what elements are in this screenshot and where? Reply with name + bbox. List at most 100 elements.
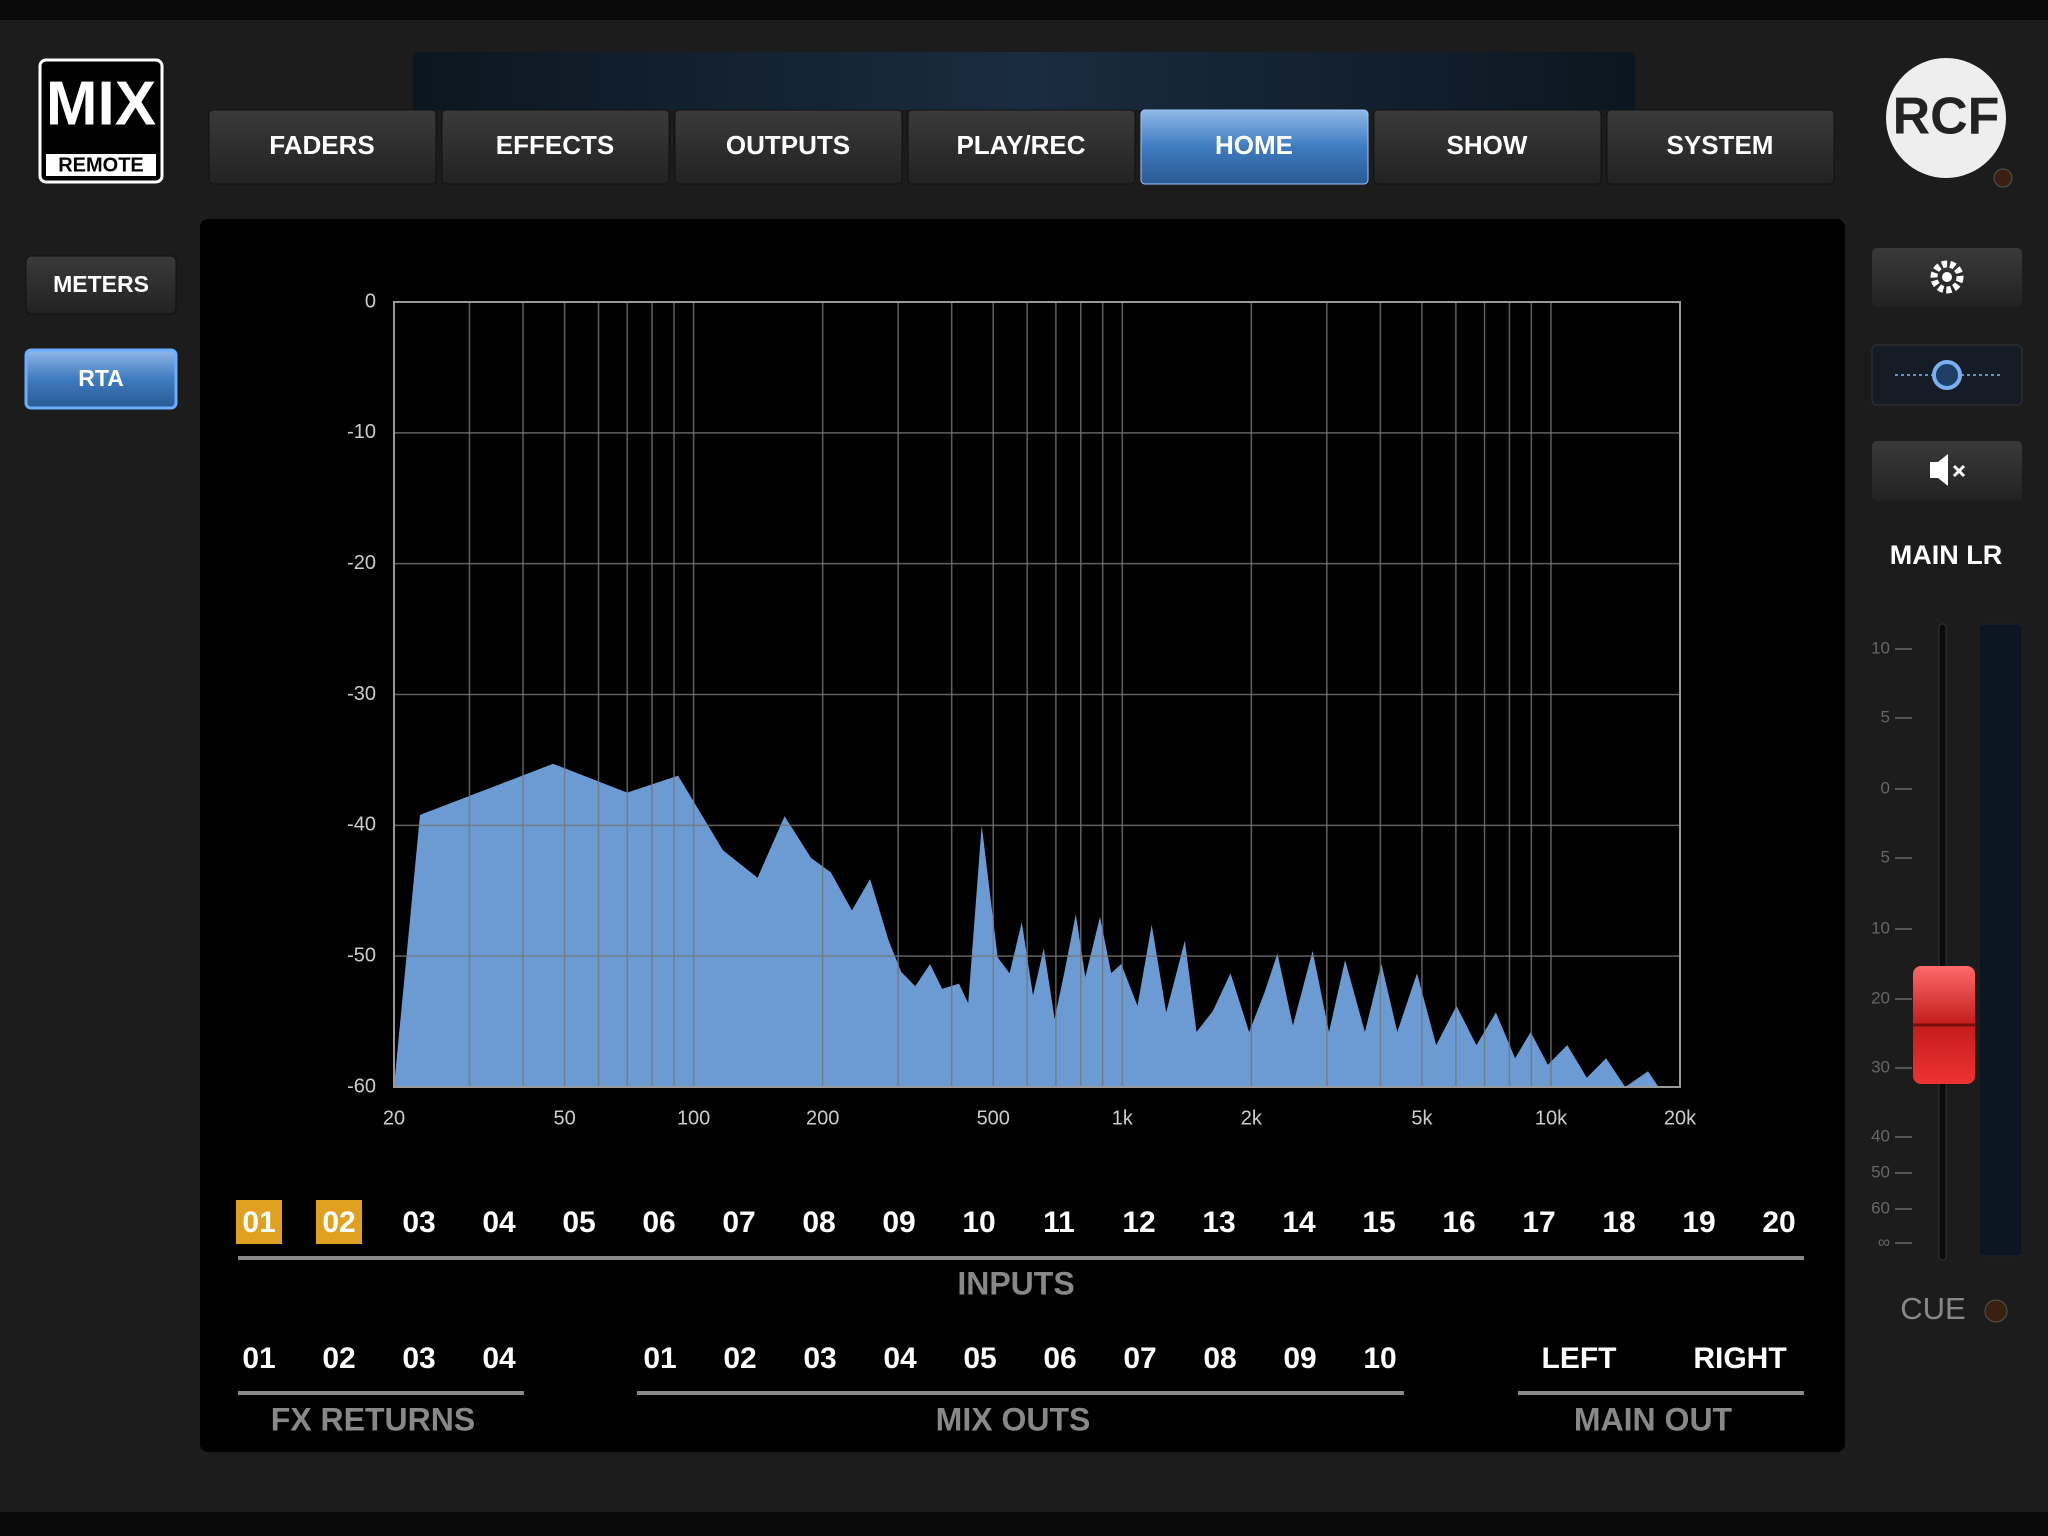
channel-button[interactable]: 06	[642, 1206, 675, 1239]
channel-button[interactable]: 12	[1122, 1206, 1155, 1239]
fader-scale-label: ∞	[1878, 1232, 1890, 1251]
tab-label: FADERS	[269, 130, 374, 160]
x-tick-label: 10k	[1535, 1107, 1568, 1129]
channel-button[interactable]: 04	[482, 1206, 516, 1239]
side-label: METERS	[53, 271, 149, 297]
channel-button[interactable]: 08	[1203, 1342, 1236, 1375]
channel-button[interactable]: 01	[242, 1342, 275, 1375]
channel-button[interactable]: 03	[402, 1342, 435, 1375]
fader-track	[1938, 623, 1947, 1261]
y-tick-label: -20	[347, 552, 376, 574]
y-tick-label: -50	[347, 944, 376, 966]
channel-button[interactable]: 02	[322, 1342, 355, 1375]
fader-scale-label: 10	[1871, 638, 1890, 657]
channel-highlight[interactable]	[316, 1200, 362, 1244]
channel-button[interactable]: 14	[1282, 1206, 1316, 1239]
main-panel	[200, 219, 1845, 1452]
fader-scale-label: 5	[1881, 847, 1890, 866]
side-button[interactable]	[25, 255, 177, 315]
channel-button[interactable]: 20	[1762, 1206, 1795, 1239]
cue-led[interactable]	[1984, 1299, 2008, 1323]
channel-button[interactable]: 09	[882, 1206, 915, 1239]
brand: RCF	[1893, 88, 2000, 146]
channel-button[interactable]: 17	[1522, 1206, 1555, 1239]
x-tick-label: 100	[677, 1107, 710, 1129]
tab-button[interactable]	[907, 109, 1136, 185]
logo-subtitle: REMOTE	[58, 154, 144, 176]
brand-badge[interactable]	[1886, 58, 2006, 178]
cue-label: CUE	[1900, 1291, 1965, 1326]
channel-button[interactable]: 13	[1202, 1206, 1235, 1239]
channel-button[interactable]: 03	[402, 1206, 435, 1239]
y-tick-label: -10	[347, 421, 376, 443]
channel-button[interactable]: 03	[803, 1342, 836, 1375]
brand-led	[1993, 168, 2013, 188]
y-tick-label: 0	[365, 290, 376, 312]
section-title: FX RETURNS	[271, 1401, 475, 1437]
channel-button[interactable]: LEFT	[1542, 1342, 1617, 1375]
gear-hub	[1942, 272, 1952, 282]
gear-icon	[1930, 260, 1964, 294]
fader-scale-label: 20	[1871, 988, 1890, 1007]
channel-button[interactable]: 11	[1043, 1206, 1075, 1239]
channel-button[interactable]: 04	[883, 1342, 917, 1375]
x-tick-label: 1k	[1112, 1107, 1134, 1129]
channel-button[interactable]: 19	[1682, 1206, 1715, 1239]
tab-label: PLAY/REC	[956, 130, 1085, 160]
channel-button[interactable]: 07	[722, 1206, 755, 1239]
fader-scale-label: 40	[1871, 1126, 1890, 1145]
logo-band	[46, 154, 156, 176]
channel-button[interactable]: 08	[802, 1206, 835, 1239]
y-tick-label: -60	[347, 1075, 376, 1097]
fader-scale-label: 50	[1871, 1162, 1890, 1181]
channel-button[interactable]: 07	[1123, 1342, 1156, 1375]
spectrum-area	[394, 763, 1659, 1087]
tab-button[interactable]	[441, 109, 670, 185]
display-bar	[413, 52, 1635, 110]
channel-button[interactable]: 10	[962, 1206, 995, 1239]
x-tick-label: 500	[977, 1107, 1010, 1129]
tab-label: SYSTEM	[1667, 130, 1774, 160]
channel-button[interactable]: 02	[322, 1206, 355, 1239]
tab-label: HOME	[1215, 130, 1293, 160]
mute-x	[1952, 464, 1966, 478]
fader-scale-label: 0	[1881, 778, 1890, 797]
channel-button[interactable]: 01	[242, 1206, 275, 1239]
tab-button[interactable]	[1606, 109, 1835, 185]
channel-button[interactable]: 01	[643, 1342, 676, 1375]
logo[interactable]	[38, 58, 164, 184]
fader-scale-label: 60	[1871, 1198, 1890, 1217]
plot-frame	[393, 301, 1681, 1088]
side-button[interactable]	[24, 348, 178, 410]
fader-scale-label: 30	[1871, 1057, 1890, 1076]
channel-button[interactable]: 06	[1043, 1342, 1076, 1375]
level-meter	[1978, 623, 2023, 1257]
side-label: RTA	[78, 365, 124, 391]
rta-chart: 0 -10 -20 -30 -40 -50 -60 20 50 100 200 500 1k 2k 5k 10…	[347, 290, 1697, 1129]
slider-knob	[1932, 360, 1962, 390]
tab-button[interactable]	[208, 109, 437, 185]
tab-button[interactable]	[1140, 109, 1369, 185]
x-tick-label: 50	[553, 1107, 575, 1129]
channel-button[interactable]: 05	[963, 1342, 996, 1375]
fader-scale-label: 5	[1881, 707, 1890, 726]
y-tick-label: -40	[347, 814, 376, 836]
channel-highlight[interactable]	[236, 1200, 282, 1244]
x-tick-label: 20k	[1664, 1107, 1697, 1129]
top-edge	[0, 0, 2048, 20]
channel-button[interactable]: 16	[1442, 1206, 1475, 1239]
tab-button[interactable]	[1373, 109, 1602, 185]
tab-label: EFFECTS	[496, 130, 614, 160]
fader-scale-label: 10	[1871, 918, 1890, 937]
tab-button[interactable]	[674, 109, 903, 185]
channel-button[interactable]: 15	[1362, 1206, 1395, 1239]
channel-button[interactable]: 10	[1363, 1342, 1396, 1375]
channel-button[interactable]: 09	[1283, 1342, 1316, 1375]
channel-button[interactable]: 18	[1602, 1206, 1635, 1239]
logo-title: MIX	[46, 69, 156, 138]
channel-button[interactable]: 05	[562, 1206, 595, 1239]
channel-button[interactable]: RIGHT	[1693, 1342, 1786, 1375]
channel-button[interactable]: 04	[482, 1342, 516, 1375]
channel-button[interactable]: 02	[723, 1342, 756, 1375]
